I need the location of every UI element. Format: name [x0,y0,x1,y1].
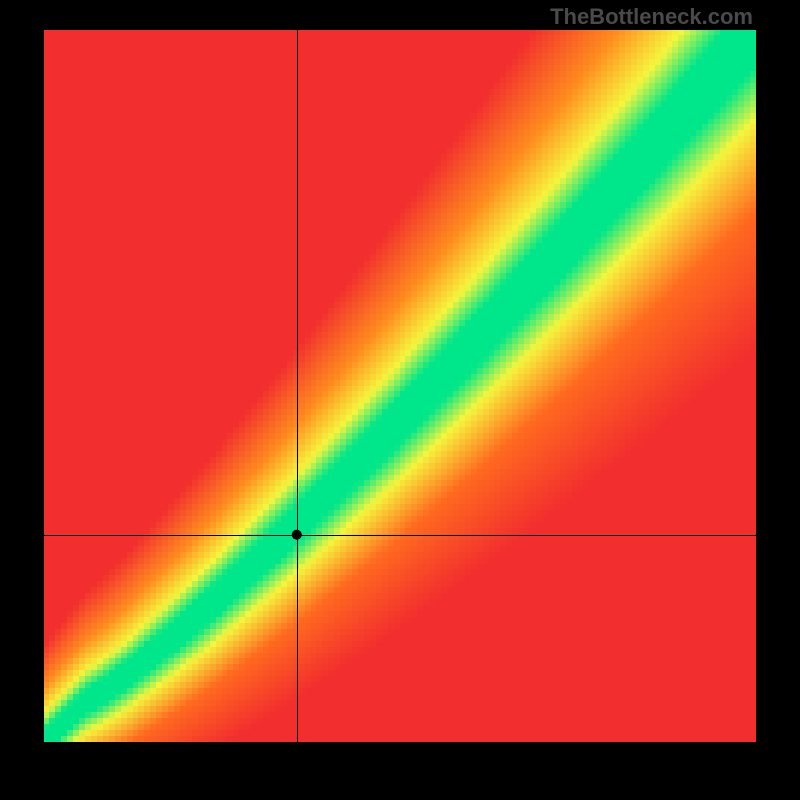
bottleneck-heatmap [44,30,756,742]
watermark-text: TheBottleneck.com [550,4,753,30]
chart-container: TheBottleneck.com [0,0,800,800]
